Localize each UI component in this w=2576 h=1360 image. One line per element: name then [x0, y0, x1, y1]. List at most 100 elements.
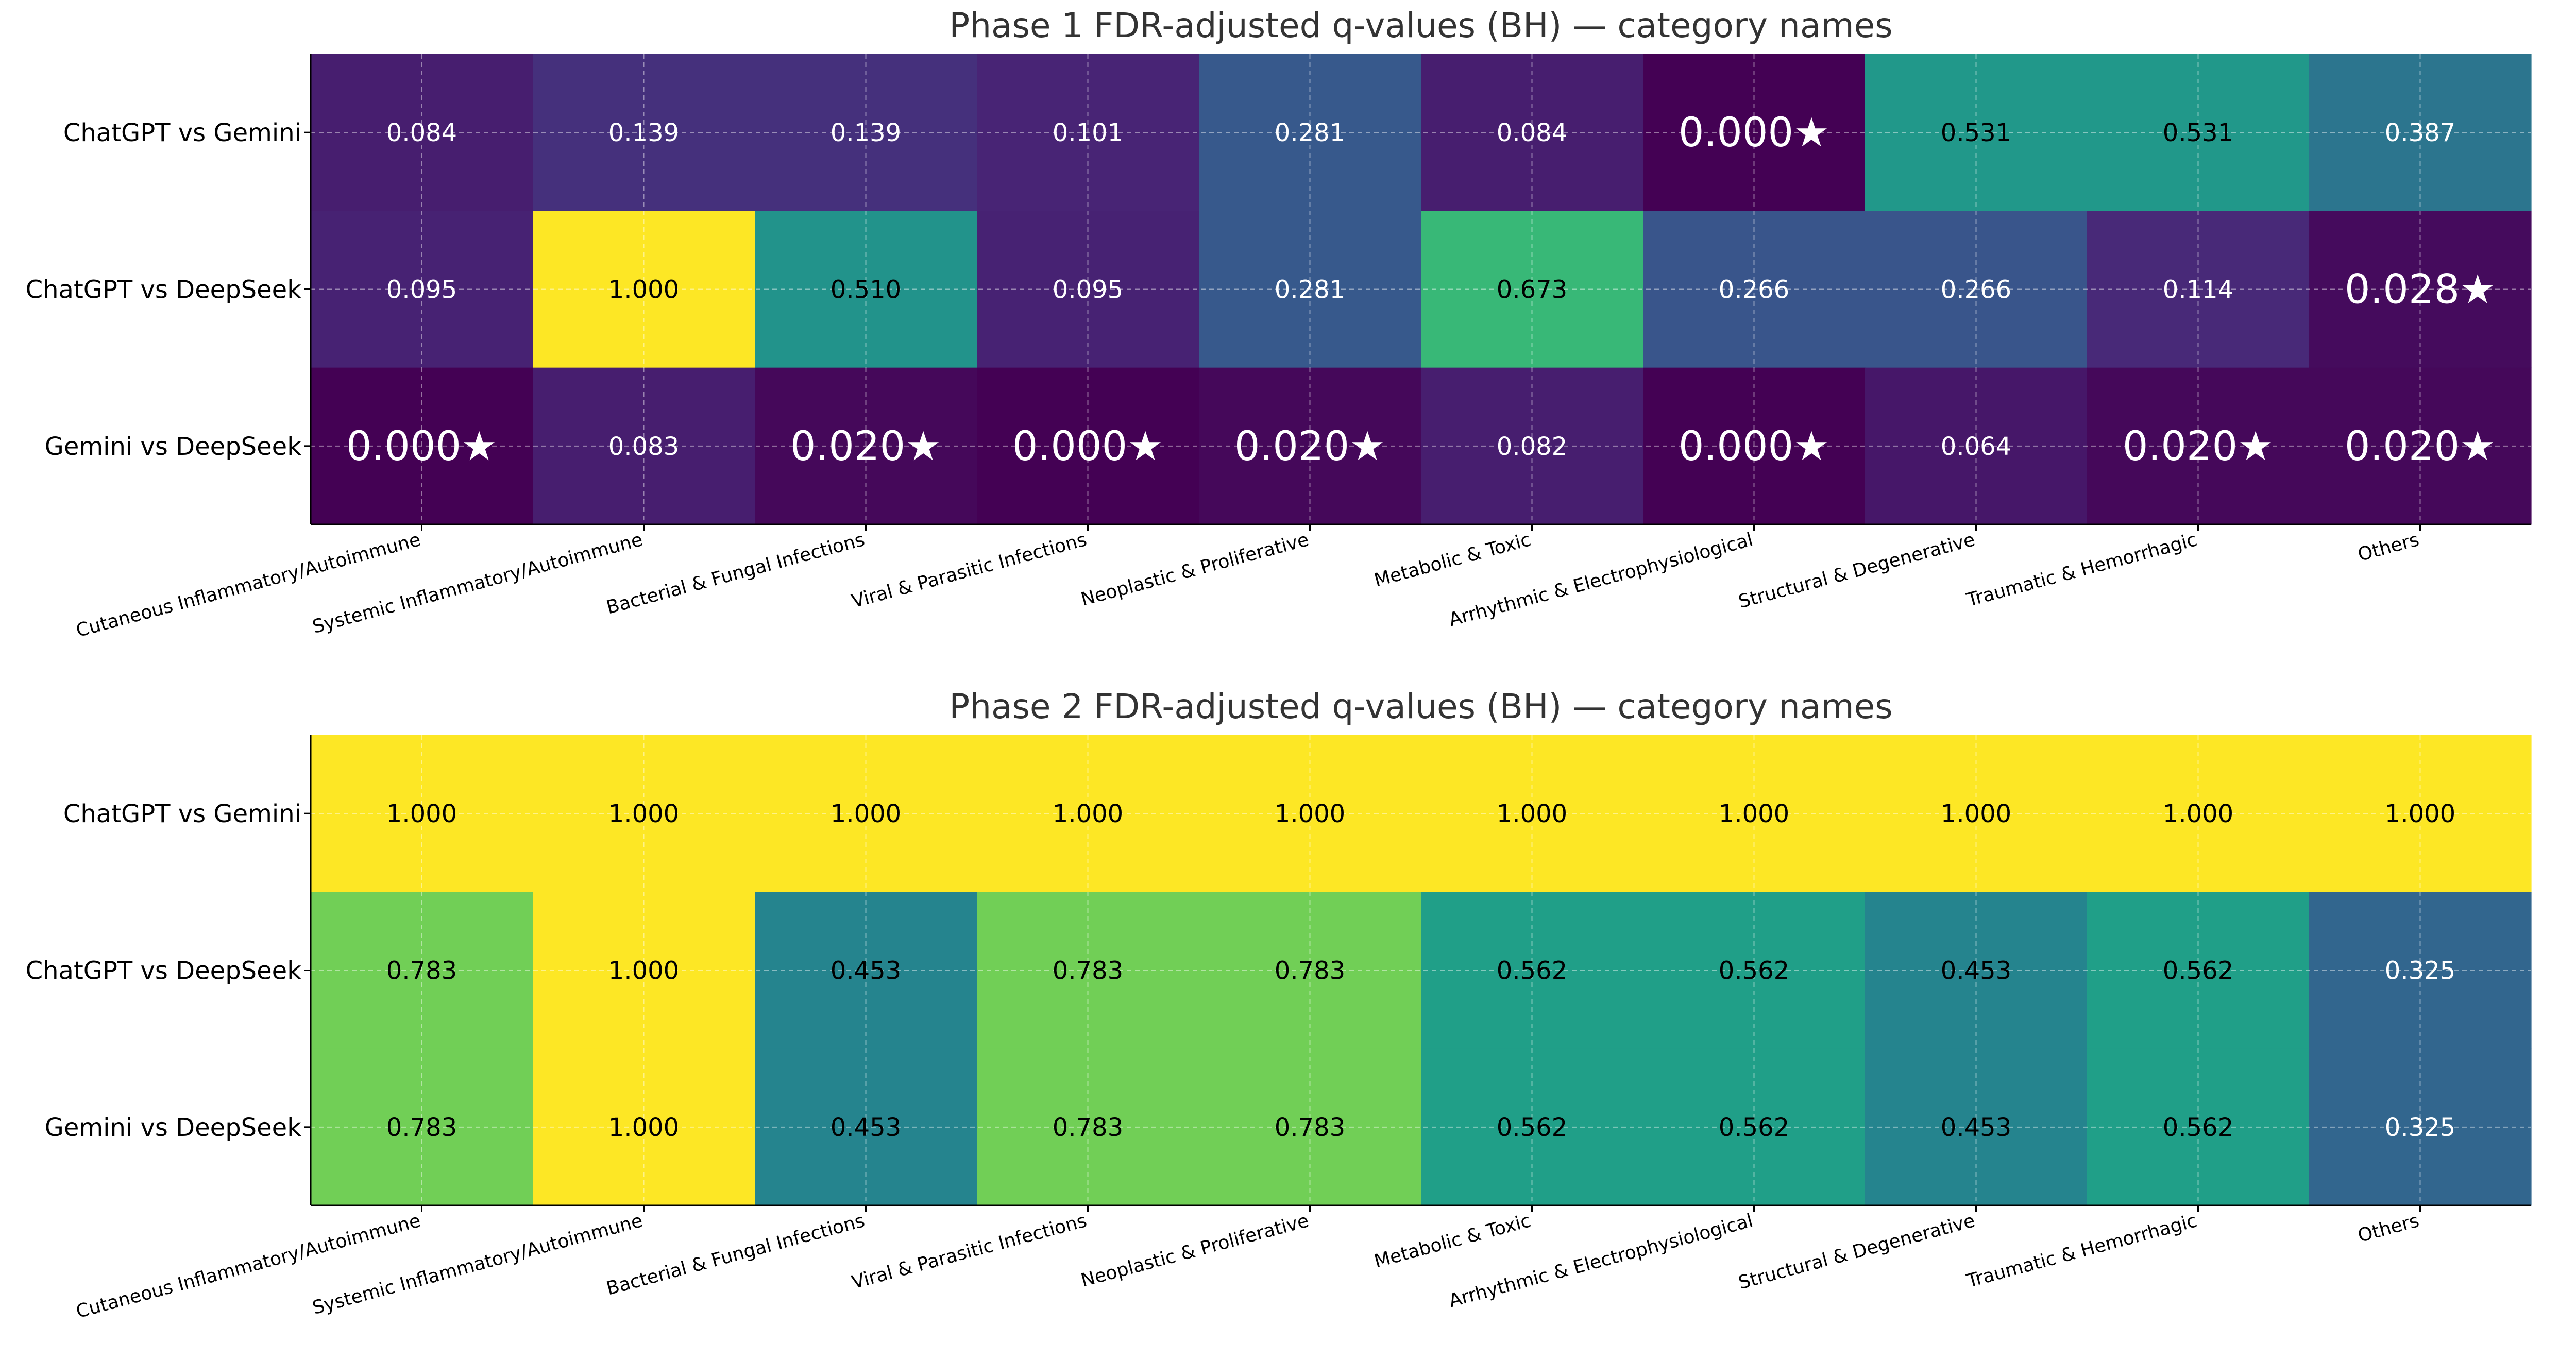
heatmap-cell	[755, 892, 977, 1049]
heatmap-cell	[2309, 1048, 2532, 1206]
heatmap-cell	[755, 211, 977, 368]
heatmap-cell	[755, 367, 977, 525]
cell-label: 1.000	[2163, 800, 2233, 828]
cell-label: 0.020★	[2345, 423, 2496, 470]
cell-label: 1.000	[1275, 800, 1345, 828]
cell-label: 0.783	[386, 1113, 457, 1142]
cell-label: 0.562	[2163, 1113, 2233, 1142]
heatmap-cell	[1199, 1048, 1421, 1206]
x-tick-label: Bacterial & Fungal Infections	[604, 1210, 867, 1299]
heatmap-panel-2: Phase 2 FDR-adjusted q-values (BH) — cat…	[26, 687, 2532, 1322]
cell-label: 0.783	[1275, 957, 1345, 985]
heatmap-cell	[2309, 735, 2532, 892]
heatmap-cell	[311, 367, 533, 525]
cell-label: 1.000	[1941, 800, 2011, 828]
cell-label: 1.000	[608, 957, 679, 985]
heatmap-cell	[1643, 735, 1866, 892]
y-tick-label: ChatGPT vs DeepSeek	[26, 957, 302, 985]
heatmap-cell	[1865, 892, 2088, 1049]
cell-label: 0.531	[1941, 118, 2011, 147]
heatmap-cell	[977, 892, 1199, 1049]
cell-label: 0.325	[2385, 1113, 2455, 1142]
heatmap-cell	[2309, 54, 2532, 211]
heatmap-cell	[311, 211, 533, 368]
cell-label: 1.000	[831, 800, 901, 828]
cell-label: 1.000	[2385, 800, 2455, 828]
heatmap-cell	[1865, 735, 2088, 892]
heatmap-cell	[533, 54, 755, 211]
cell-label: 0.139	[608, 118, 679, 147]
chart-title: Phase 2 FDR-adjusted q-values (BH) — cat…	[949, 687, 1892, 726]
cell-label: 0.084	[386, 118, 457, 147]
heatmap-panel-1: Phase 1 FDR-adjusted q-values (BH) — cat…	[26, 6, 2532, 641]
heatmap-cell	[311, 892, 533, 1049]
cell-label: 0.783	[386, 957, 457, 985]
heatmap-cell	[2087, 54, 2310, 211]
cell-label: 0.562	[1497, 1113, 1567, 1142]
y-tick-label: Gemini vs DeepSeek	[45, 432, 302, 461]
heatmap-cell	[755, 735, 977, 892]
x-tick-label: Cutaneous Inflammatory/Autoimmune	[74, 529, 422, 641]
cell-label: 0.510	[831, 276, 901, 304]
heatmap-cell	[1643, 54, 1866, 211]
cell-label: 1.000	[608, 800, 679, 828]
heatmap-cell	[311, 54, 533, 211]
x-tick-label: Metabolic & Toxic	[1372, 529, 1533, 591]
x-tick-label: Others	[2355, 529, 2421, 566]
heatmap-cell	[2087, 367, 2310, 525]
chart-title: Phase 1 FDR-adjusted q-values (BH) — cat…	[949, 6, 1892, 45]
x-tick-label: Viral & Parasitic Infections	[850, 1210, 1089, 1293]
heatmap-cell	[1421, 54, 1643, 211]
y-tick-label: ChatGPT vs DeepSeek	[26, 276, 302, 304]
cell-label: 0.281	[1275, 118, 1345, 147]
heatmap-cell	[1199, 367, 1421, 525]
heatmap-cell	[1421, 367, 1643, 525]
cell-label: 0.020★	[1234, 423, 1385, 470]
heatmap-cell	[533, 367, 755, 525]
y-tick-label: ChatGPT vs Gemini	[63, 118, 301, 147]
cell-label: 0.325	[2385, 957, 2455, 985]
heatmap-cell	[2309, 211, 2532, 368]
heatmap-cell	[311, 1048, 533, 1206]
y-tick-label: ChatGPT vs Gemini	[63, 800, 301, 828]
x-tick-label: Viral & Parasitic Infections	[850, 529, 1089, 612]
cell-label: 0.000★	[1679, 423, 1829, 470]
heatmap-cell	[1199, 735, 1421, 892]
heatmap-cell	[1421, 735, 1643, 892]
cell-label: 0.453	[1941, 1113, 2011, 1142]
y-tick-label: Gemini vs DeepSeek	[45, 1113, 302, 1142]
cell-label: 1.000	[608, 276, 679, 304]
heatmap-cell	[1865, 211, 2088, 368]
heatmap-cell	[533, 892, 755, 1049]
cell-label: 0.000★	[1679, 110, 1829, 156]
cell-label: 0.266	[1941, 276, 2011, 304]
cell-label: 0.281	[1275, 276, 1345, 304]
heatmap-cell	[1421, 1048, 1643, 1206]
cell-label: 0.020★	[2123, 423, 2274, 470]
cell-label: 0.000★	[1012, 423, 1163, 470]
heatmap-cell	[2309, 892, 2532, 1049]
heatmap-cell	[1421, 211, 1643, 368]
x-tick-label: Others	[2355, 1210, 2421, 1247]
heatmap-cell	[1643, 367, 1866, 525]
cell-label: 0.562	[1719, 1113, 1789, 1142]
cell-label: 0.783	[1053, 957, 1123, 985]
cell-label: 0.531	[2163, 118, 2233, 147]
x-tick-label: Traumatic & Hemorrhagic	[1964, 529, 2199, 611]
cell-label: 0.114	[2163, 276, 2233, 304]
heatmap-cell	[2087, 892, 2310, 1049]
heatmap-cell	[977, 54, 1199, 211]
cell-label: 0.139	[831, 118, 901, 147]
heatmap-cell	[1421, 892, 1643, 1049]
heatmap-cell	[533, 1048, 755, 1206]
x-tick-label: Bacterial & Fungal Infections	[604, 529, 867, 618]
cell-label: 0.562	[1719, 957, 1789, 985]
heatmap-cell	[1199, 211, 1421, 368]
x-tick-label: Neoplastic & Proliferative	[1079, 529, 1311, 610]
heatmap-cell	[977, 1048, 1199, 1206]
heatmap-cell	[1199, 892, 1421, 1049]
heatmap-cell	[1865, 1048, 2088, 1206]
x-tick-label: Metabolic & Toxic	[1372, 1210, 1533, 1272]
cell-label: 0.020★	[790, 423, 941, 470]
heatmap-cell	[977, 735, 1199, 892]
